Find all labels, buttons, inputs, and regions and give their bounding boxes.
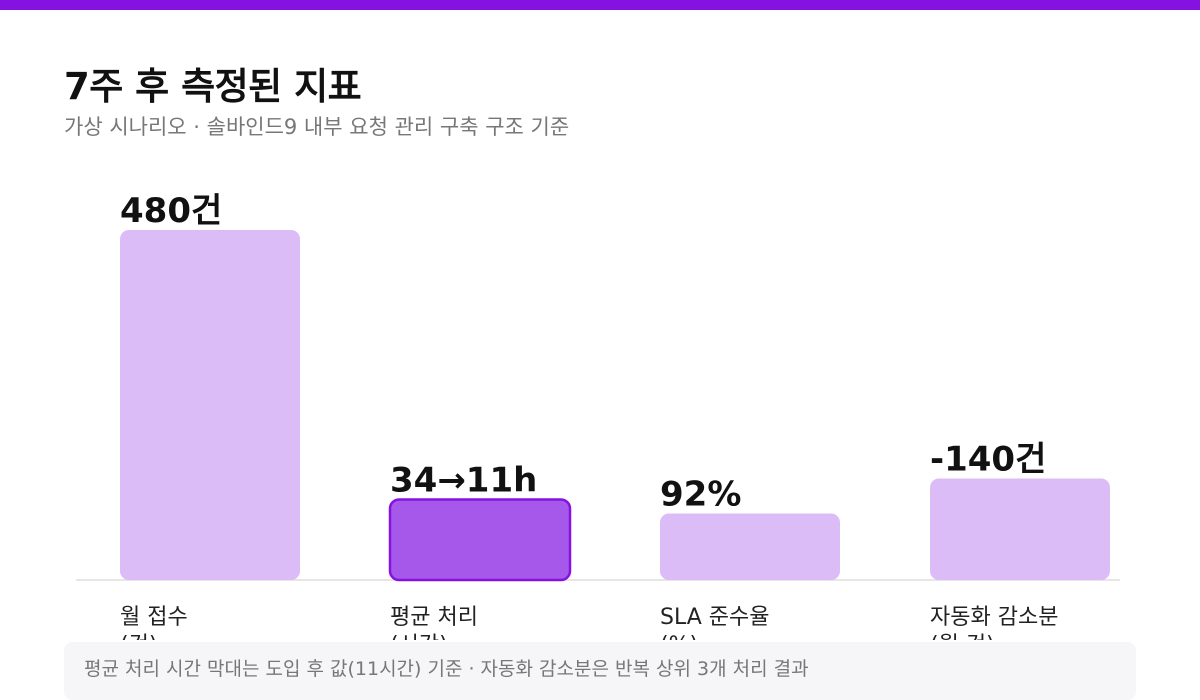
bar-1 xyxy=(388,498,572,582)
category-label-0-1: (건) xyxy=(120,633,157,640)
footnote-text: 평균 처리 시간 막대는 도입 후 값(11시간) 기준 · 자동화 감소분은 … xyxy=(84,658,809,680)
chart-subtitle: 가상 시나리오 · 솔바인드9 내부 요청 관리 구축 구조 기준 xyxy=(64,115,570,139)
footnote: 평균 처리 시간 막대는 도입 후 값(11시간) 기준 · 자동화 감소분은 … xyxy=(64,642,1136,700)
value-label-2: 92% xyxy=(660,475,741,515)
bar-3 xyxy=(930,478,1110,580)
category-label-3-1: (월 건) xyxy=(930,633,995,640)
value-label-3: -140건 xyxy=(930,440,1046,480)
category-label-2-1: (%) xyxy=(660,633,698,640)
value-label-0: 480건 xyxy=(120,191,222,231)
top-accent-bar xyxy=(0,0,1200,10)
category-label-1-1: (시간) xyxy=(390,633,448,640)
category-label-3-0: 자동화 감소분 xyxy=(930,605,1058,630)
bar-0 xyxy=(120,230,300,580)
category-label-0-0: 월 접수 xyxy=(120,605,188,630)
bar-2 xyxy=(660,513,840,580)
category-label-2-0: SLA 준수율 xyxy=(660,605,770,630)
value-label-1: 34→11h xyxy=(390,461,537,501)
category-label-1-0: 평균 처리 xyxy=(390,605,478,630)
chart-title: 7주 후 측정된 지표 xyxy=(64,65,362,108)
